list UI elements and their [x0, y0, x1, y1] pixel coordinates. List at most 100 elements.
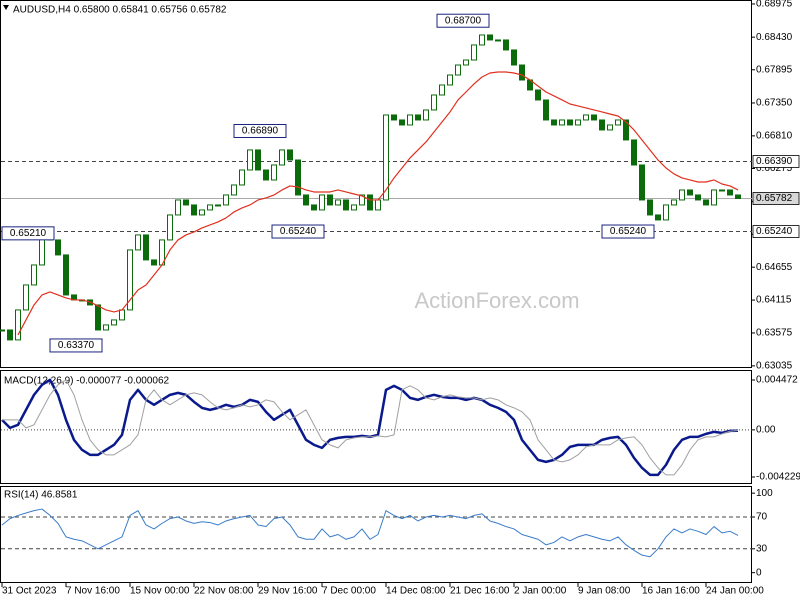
annotation-box	[233, 123, 287, 138]
candle	[287, 149, 293, 161]
x-tick-label: 2 Jan 00:00	[514, 586, 567, 597]
candle	[655, 214, 661, 221]
level-label: 0.66390	[756, 156, 793, 167]
level-label-box	[752, 192, 800, 205]
candle	[327, 194, 333, 206]
x-tick-label: 15 Nov 00:00	[130, 586, 190, 597]
candle	[727, 189, 733, 196]
candle	[295, 159, 301, 196]
y-tick-label: 0.66810	[756, 131, 793, 142]
candle	[735, 194, 741, 200]
candle	[447, 74, 453, 86]
watermark: ActionForex.com	[414, 288, 579, 313]
candle	[559, 119, 565, 126]
x-tick-label: 16 Jan 16:00	[642, 586, 700, 597]
y-tick-label: 0.66275	[756, 163, 793, 174]
level-label-box	[752, 225, 800, 238]
candle	[151, 259, 157, 266]
candle	[439, 84, 445, 96]
annotation-label: 0.65210	[10, 228, 47, 239]
level-label-box	[752, 155, 800, 168]
y-tick-label: 70	[756, 512, 768, 523]
candle	[487, 34, 493, 41]
y-tick-label: 100	[756, 488, 773, 499]
y-tick-label: 0.63575	[756, 328, 793, 339]
annotation-label: 0.63370	[58, 340, 95, 351]
y-tick-label: 0.67895	[756, 64, 793, 75]
candle	[111, 319, 117, 326]
candle	[663, 204, 669, 221]
level-label: 0.65782	[756, 193, 793, 204]
candle	[575, 119, 581, 126]
annotation-label: 0.65240	[610, 226, 647, 237]
title-icon	[3, 5, 9, 10]
rsi-title: RSI(14) 46.8581	[4, 490, 78, 501]
candle	[567, 119, 573, 126]
candle	[455, 64, 461, 76]
candle	[183, 199, 189, 206]
x-tick-label: 24 Jan 00:00	[706, 586, 764, 597]
candle	[415, 114, 421, 121]
candle	[207, 204, 213, 211]
candle	[359, 194, 365, 206]
y-tick-label: 0.68430	[756, 32, 793, 43]
x-tick-label: 29 Nov 16:00	[258, 586, 318, 597]
candle	[687, 189, 693, 196]
candle	[23, 284, 29, 311]
candle	[119, 309, 125, 321]
y-tick-label: 0	[756, 567, 762, 578]
x-tick-label: 9 Jan 08:00	[578, 586, 631, 597]
price-panel-frame	[0, 0, 752, 368]
candle	[95, 304, 101, 331]
annotation-box	[271, 224, 325, 239]
candle	[167, 214, 173, 241]
candle	[103, 324, 109, 331]
candle	[639, 164, 645, 201]
candle	[607, 124, 613, 131]
candle	[191, 204, 197, 216]
candle	[511, 49, 517, 66]
level-label: 0.65240	[756, 226, 793, 237]
annotation-label: 0.65240	[280, 226, 317, 237]
candle	[55, 239, 61, 256]
candle	[599, 119, 605, 131]
x-tick-label: 22 Nov 08:00	[194, 586, 254, 597]
y-tick-label: 0.67350	[756, 98, 793, 109]
candle	[695, 194, 701, 201]
candle	[431, 94, 437, 111]
y-tick-label: 0.68975	[756, 0, 793, 10]
candle	[647, 199, 653, 216]
candle	[711, 189, 717, 206]
series-line	[1, 378, 739, 477]
series-line	[1, 508, 739, 558]
candle	[239, 169, 245, 186]
chart-title: AUDUSD,H4 0.65800 0.65841 0.65756 0.6578…	[13, 5, 227, 16]
y-tick-label: 0.00	[756, 424, 776, 435]
candle	[343, 199, 349, 211]
macd-title: MACD(12,26,9) -0.000077 -0.000062	[4, 376, 170, 387]
candle	[631, 139, 637, 166]
candle	[7, 329, 13, 341]
y-tick-label: 0.63035	[756, 361, 793, 372]
candle	[215, 204, 221, 207]
annotation-label: 0.66890	[242, 126, 279, 137]
candle	[615, 119, 621, 126]
series-line	[2, 379, 739, 476]
candle	[495, 39, 501, 42]
annotation-box	[436, 13, 490, 28]
x-tick-label: 7 Dec 00:00	[322, 586, 376, 597]
candle	[719, 189, 725, 192]
candle	[335, 199, 341, 206]
candle	[623, 119, 629, 141]
candle	[463, 59, 469, 66]
candle	[479, 34, 485, 46]
candle	[679, 189, 685, 201]
candle	[15, 309, 21, 341]
candle	[231, 184, 237, 196]
candle	[383, 114, 389, 201]
candle	[503, 39, 509, 51]
x-tick-label: 31 Oct 2023	[2, 586, 57, 597]
candle	[367, 194, 373, 211]
candle	[519, 64, 525, 81]
